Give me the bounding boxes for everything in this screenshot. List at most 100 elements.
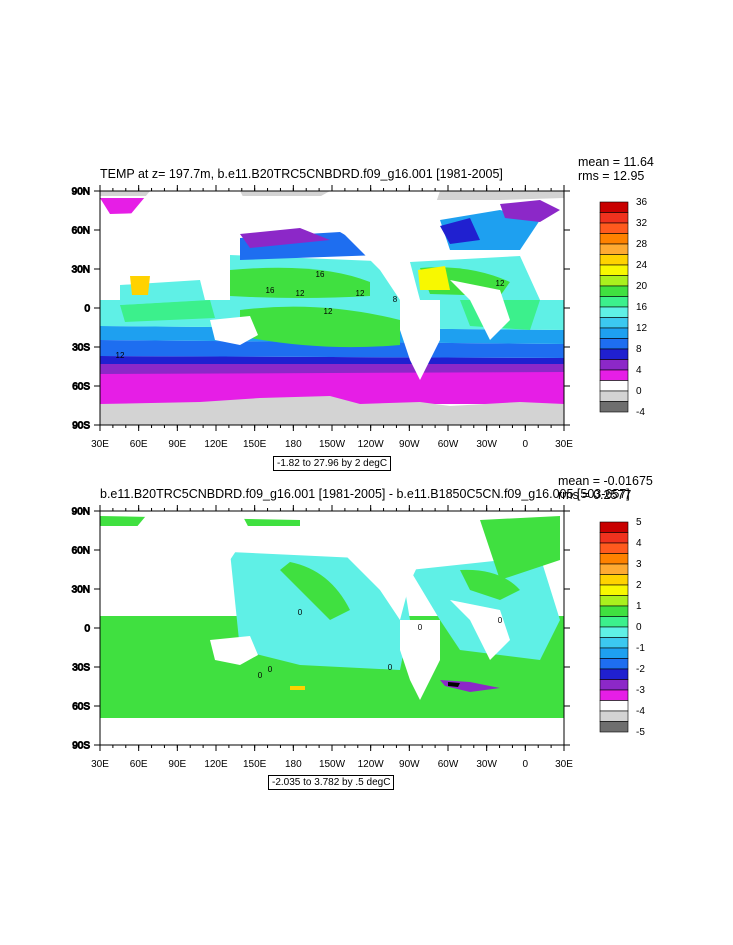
lon-tick-label: 30E bbox=[555, 759, 573, 770]
lon-tick-label: 180 bbox=[285, 439, 302, 450]
lon-tick-label: 120E bbox=[204, 759, 228, 770]
colorbar-label: 36 bbox=[636, 197, 648, 208]
colorbar-2: 5 4 3 2 1 0 -1 -2 -3 -4 -5 bbox=[599, 517, 645, 738]
contour-label: 8 bbox=[393, 295, 398, 304]
map-panel-1: 90N 60N 30N 0 30S 60S 90S 30E 60E 90E 120E 150E 180… bbox=[71, 185, 648, 450]
colorbar-swatch bbox=[599, 542, 629, 554]
colorbar-swatch bbox=[599, 275, 629, 287]
lat-tick-label: 90N bbox=[72, 187, 90, 198]
colorbar-swatch bbox=[599, 626, 629, 638]
lon-tick-label: 30E bbox=[91, 759, 109, 770]
lon-tick-label: 30W bbox=[476, 759, 497, 770]
lon-tick-label: 120W bbox=[358, 759, 385, 770]
colorbar-swatch bbox=[599, 710, 629, 722]
lat-tick-label: 60N bbox=[72, 226, 90, 237]
rms-value-1: rms = 12.95 bbox=[578, 169, 645, 183]
colorbar-1: 36 32 28 24 20 16 12 8 4 0 -4 bbox=[599, 197, 648, 418]
colorbar-swatch bbox=[599, 689, 629, 701]
lon-tick-label: 90W bbox=[399, 439, 420, 450]
contour-label: 12 bbox=[296, 289, 305, 298]
colorbar-swatch bbox=[599, 243, 629, 255]
panel-title-2: b.e11.B20TRC5CNBDRD.f09_g16.001 [1981-20… bbox=[100, 487, 630, 501]
lat-tick-label: 60S bbox=[72, 382, 90, 393]
colorbar-label: 32 bbox=[636, 218, 648, 229]
colorbar-label: -3 bbox=[636, 685, 645, 696]
lat-tick-label: 90N bbox=[72, 507, 90, 518]
rms-value-2: rms = 0.2577 bbox=[558, 488, 632, 502]
colorbar-label: 0 bbox=[636, 386, 642, 397]
lon-tick-label: 120E bbox=[204, 439, 228, 450]
colorbar-label: 20 bbox=[636, 281, 648, 292]
colorbar-label: -2 bbox=[636, 664, 645, 675]
colorbar-swatch bbox=[599, 212, 629, 224]
colorbar-swatch bbox=[599, 254, 629, 266]
colorbar-swatch bbox=[599, 700, 629, 712]
colorbar-label: -4 bbox=[636, 407, 645, 418]
colorbar-swatch bbox=[599, 721, 629, 733]
lon-tick-label: 30E bbox=[91, 439, 109, 450]
lat-tick-label: 30N bbox=[72, 265, 90, 276]
contour-label: 12 bbox=[356, 289, 365, 298]
lon-axis-1: 30E 60E 90E 120E 150E 180 150W 120W 90W 60W 30W 0 30… bbox=[91, 185, 573, 450]
colorbar-swatch bbox=[599, 574, 629, 586]
colorbar-label: -1 bbox=[636, 643, 645, 654]
contour-label: 16 bbox=[316, 270, 325, 279]
colorbar-swatch bbox=[599, 616, 629, 628]
lat-tick-label: 60S bbox=[72, 702, 90, 713]
colorbar-swatch bbox=[599, 296, 629, 308]
range-label-2: -2.035 to 3.782 by .5 degC bbox=[268, 775, 395, 790]
lon-tick-label: 0 bbox=[523, 439, 529, 450]
lon-tick-label: 120W bbox=[358, 439, 385, 450]
lat-tick-label: 30N bbox=[72, 585, 90, 596]
colorbar-label: -4 bbox=[636, 706, 645, 717]
colorbar-swatch bbox=[599, 647, 629, 659]
colorbar-label: 16 bbox=[636, 302, 648, 313]
lat-tick-label: 90S bbox=[72, 741, 90, 752]
colorbar-swatch bbox=[599, 605, 629, 617]
colorbar-label: 24 bbox=[636, 260, 648, 271]
colorbar-swatch bbox=[599, 595, 629, 607]
colorbar-label: 5 bbox=[636, 517, 642, 528]
lon-axis-2: 30E 60E 90E 120E 150E 180 150W 120W 90W 60W 30W 0 30… bbox=[91, 505, 573, 770]
lon-tick-label: 150W bbox=[319, 759, 346, 770]
colorbar-swatch bbox=[599, 584, 629, 596]
contour-label: 0 bbox=[418, 623, 423, 632]
colorbar-label: 8 bbox=[636, 344, 642, 355]
lon-tick-label: 150W bbox=[319, 439, 346, 450]
contour-label: 12 bbox=[324, 307, 333, 316]
contour-label: 0 bbox=[388, 663, 393, 672]
lat-tick-label: 30S bbox=[72, 343, 90, 354]
colorbar-swatch bbox=[599, 532, 629, 544]
colorbar-swatch bbox=[599, 306, 629, 318]
lat-tick-label: 90S bbox=[72, 421, 90, 432]
mean-value-1: mean = 11.64 bbox=[578, 155, 654, 169]
colorbar-swatch bbox=[599, 679, 629, 691]
colorbar-label: 2 bbox=[636, 580, 642, 591]
map-panel-2: 90N 60N 30N 0 30S 60S 90S 30E 60E 90E 120E 150E 180… bbox=[71, 505, 645, 770]
contour-label: 16 bbox=[266, 286, 275, 295]
lat-tick-label: 0 bbox=[84, 624, 90, 635]
lat-axis-2: 90N 60N 30N 0 30S 60S 90S bbox=[71, 506, 570, 752]
range-label-1: -1.82 to 27.96 by 2 degC bbox=[273, 456, 392, 471]
contour-label: 0 bbox=[498, 616, 503, 625]
lon-tick-label: 90E bbox=[168, 759, 186, 770]
map-fill-2 bbox=[100, 511, 564, 745]
panel-title-1: TEMP at z= 197.7m, b.e11.B20TRC5CNBDRD.f… bbox=[100, 167, 503, 181]
colorbar-label: 4 bbox=[636, 365, 642, 376]
contour-label: 12 bbox=[496, 279, 505, 288]
colorbar-label: -5 bbox=[636, 727, 645, 738]
colorbar-label: 1 bbox=[636, 601, 642, 612]
colorbar-swatch bbox=[599, 264, 629, 276]
map-fill-1 bbox=[100, 191, 564, 425]
lon-tick-label: 60W bbox=[438, 759, 459, 770]
colorbar-swatch bbox=[599, 233, 629, 245]
colorbar-swatch bbox=[599, 521, 629, 533]
contour-label: 12 bbox=[116, 351, 125, 360]
lat-tick-label: 60N bbox=[72, 546, 90, 557]
contour-label: 0 bbox=[298, 608, 303, 617]
mean-value-2: mean = -0.01675 bbox=[558, 474, 653, 488]
colorbar-label: 12 bbox=[636, 323, 648, 334]
lon-tick-label: 60E bbox=[130, 439, 148, 450]
colorbar-label: 3 bbox=[636, 559, 642, 570]
lon-tick-label: 150E bbox=[243, 759, 267, 770]
